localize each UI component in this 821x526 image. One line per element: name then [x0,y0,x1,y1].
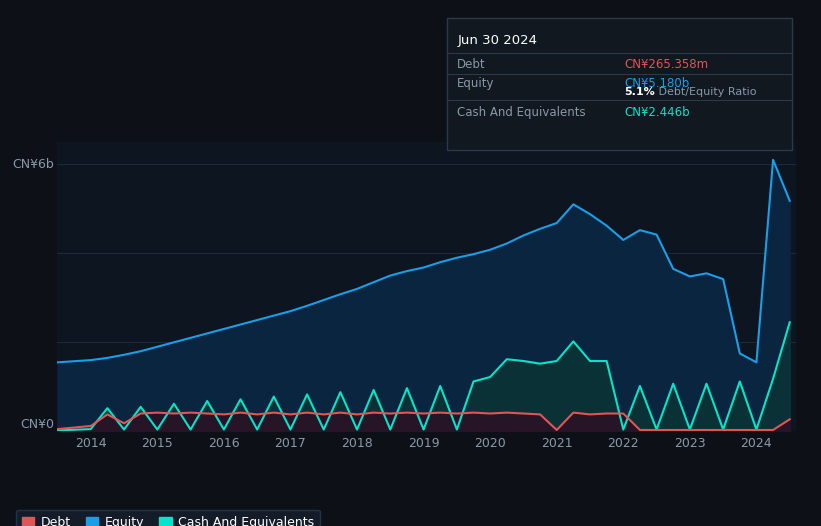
Text: CN¥6b: CN¥6b [12,158,54,171]
Text: CN¥265.358m: CN¥265.358m [624,58,708,70]
Text: CN¥5.180b: CN¥5.180b [624,77,689,89]
Text: Debt/Equity Ratio: Debt/Equity Ratio [655,87,757,97]
Text: Cash And Equivalents: Cash And Equivalents [457,106,586,118]
Legend: Debt, Equity, Cash And Equivalents: Debt, Equity, Cash And Equivalents [16,510,320,526]
Text: 5.1%: 5.1% [624,87,654,97]
Text: CN¥0: CN¥0 [20,418,54,431]
Text: Debt: Debt [457,58,486,70]
Text: Jun 30 2024: Jun 30 2024 [457,34,537,47]
Text: CN¥2.446b: CN¥2.446b [624,106,690,118]
Text: Equity: Equity [457,77,495,89]
